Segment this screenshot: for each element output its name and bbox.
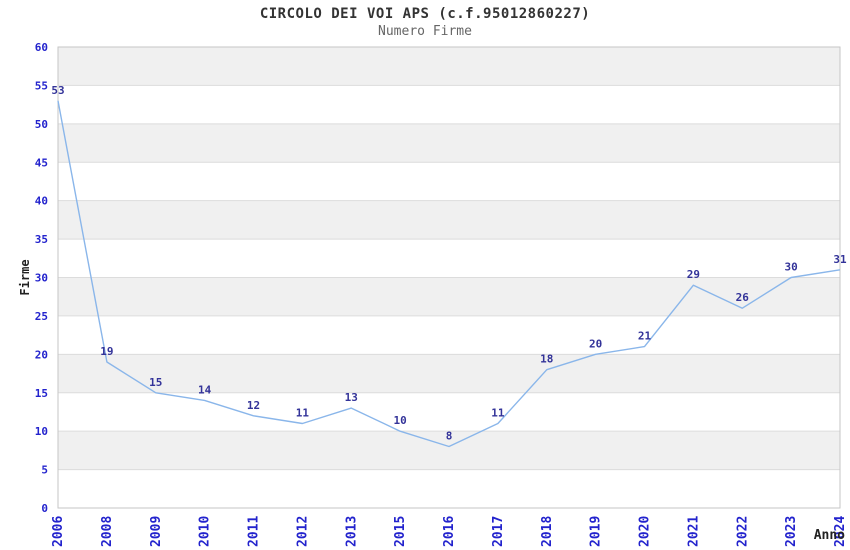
chart-subtitle: Numero Firme xyxy=(378,24,472,39)
point-value-label: 31 xyxy=(833,253,847,266)
band-row xyxy=(58,431,840,470)
x-tick-label: 2012 xyxy=(295,516,310,547)
point-value-label: 11 xyxy=(296,407,310,420)
y-tick-label: 20 xyxy=(35,348,48,361)
band-row xyxy=(58,123,840,163)
x-tick-label: 2015 xyxy=(393,516,408,547)
y-tick-label: 5 xyxy=(41,464,48,477)
x-tick-label: 2024 xyxy=(833,516,848,547)
x-tick-label: 2008 xyxy=(100,516,115,547)
point-value-label: 11 xyxy=(491,407,505,420)
y-tick-label: 55 xyxy=(35,79,48,92)
x-tick-label: 2016 xyxy=(442,516,457,547)
point-value-label: 26 xyxy=(736,291,750,304)
y-tick-label: 0 xyxy=(41,502,48,515)
x-tick-label: 2009 xyxy=(149,516,164,547)
chart-title: CIRCOLO DEI VOI APS (c.f.95012860227) xyxy=(259,6,591,22)
x-tick-label: 2006 xyxy=(51,516,66,547)
point-value-label: 53 xyxy=(51,84,64,97)
band-row xyxy=(58,47,840,86)
y-tick-label: 35 xyxy=(35,233,48,246)
x-tick-label: 2013 xyxy=(344,516,359,547)
point-value-label: 21 xyxy=(638,330,652,343)
point-value-label: 29 xyxy=(687,268,700,281)
y-tick-label: 30 xyxy=(35,272,48,285)
y-tick-label: 10 xyxy=(35,425,48,438)
point-value-label: 8 xyxy=(446,430,453,443)
point-value-label: 20 xyxy=(589,337,602,350)
band-row xyxy=(58,200,840,240)
point-value-label: 12 xyxy=(247,399,260,412)
x-tick-label: 2011 xyxy=(247,516,262,547)
y-tick-label: 45 xyxy=(35,156,48,169)
y-tick-label: 25 xyxy=(35,310,48,323)
y-tick-label: 15 xyxy=(35,387,48,400)
point-value-label: 15 xyxy=(149,376,162,389)
x-tick-label: 2021 xyxy=(686,516,701,547)
x-tick-label: 2018 xyxy=(540,516,555,547)
point-value-label: 14 xyxy=(198,383,212,396)
series-line xyxy=(57,100,841,448)
y-tick-label: 40 xyxy=(35,195,48,208)
point-value-label: 30 xyxy=(784,261,797,274)
x-tick-label: 2010 xyxy=(198,516,213,547)
x-tick-label: 2017 xyxy=(491,516,506,547)
point-value-label: 18 xyxy=(540,353,553,366)
band-row xyxy=(58,354,840,393)
point-value-label: 13 xyxy=(345,391,358,404)
point-value-label: 19 xyxy=(100,345,113,358)
x-axis-title: Anno xyxy=(814,528,845,543)
x-tick-label: 2022 xyxy=(735,516,750,547)
y-tick-label: 50 xyxy=(35,118,48,131)
x-tick-label: 2019 xyxy=(589,516,604,547)
x-tick-label: 2023 xyxy=(784,516,799,547)
x-tick-label: 2020 xyxy=(638,516,653,547)
plot-border xyxy=(57,46,841,509)
band-row xyxy=(58,277,840,316)
point-value-label: 10 xyxy=(393,414,406,427)
y-tick-label: 60 xyxy=(35,41,48,54)
y-axis-title: Firme xyxy=(18,259,32,295)
